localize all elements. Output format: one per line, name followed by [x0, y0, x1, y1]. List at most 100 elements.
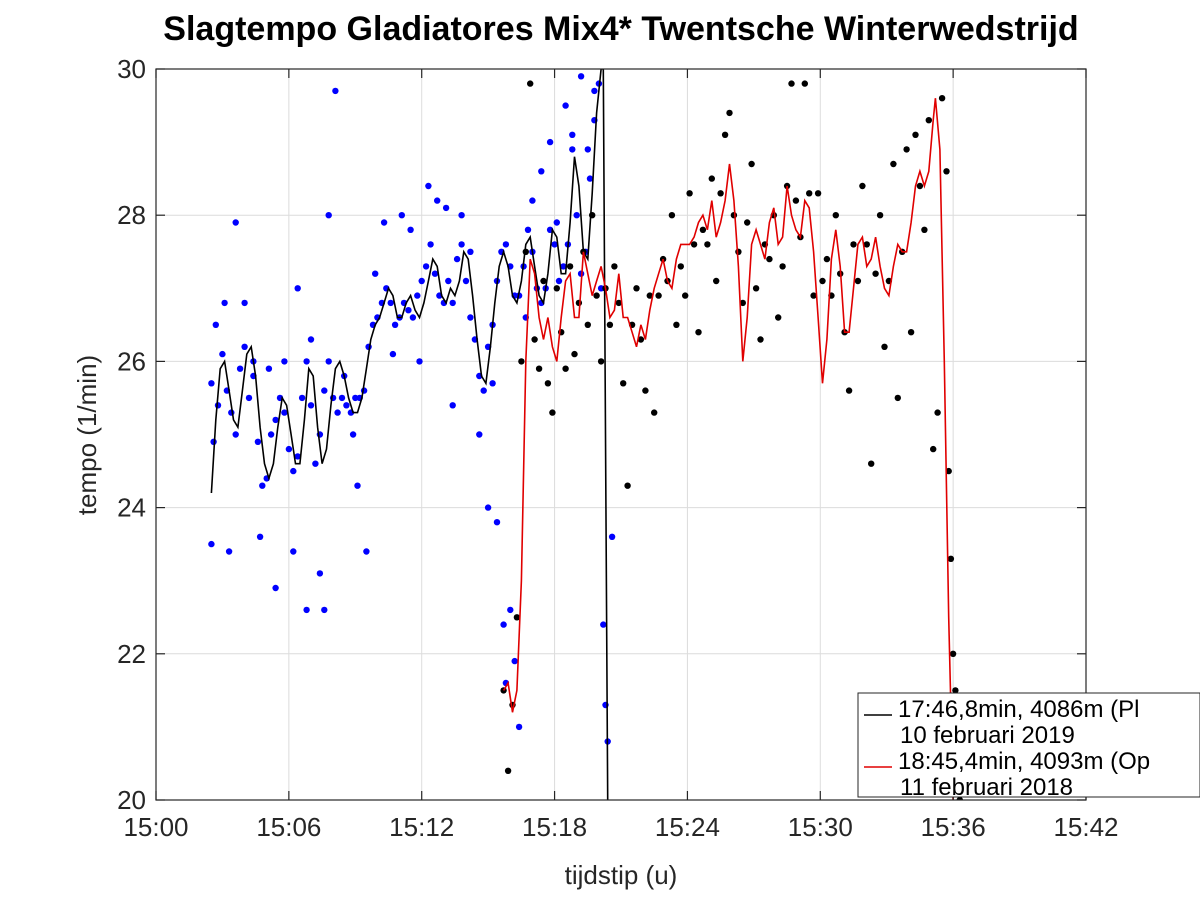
series-2-point-79 — [850, 241, 857, 248]
series-1-point-116 — [398, 212, 405, 219]
series-1-point-128 — [493, 519, 501, 526]
series-1-point-24 — [312, 460, 319, 467]
series-1-point-79 — [555, 277, 563, 285]
series-1-point-33 — [352, 394, 359, 402]
series-2-point-71 — [814, 190, 822, 197]
series-2-point-46 — [704, 241, 711, 248]
series-2-point-60 — [766, 255, 773, 263]
series-2-point-58 — [757, 336, 764, 343]
series-2-point-38 — [668, 212, 676, 219]
series-1-point-106 — [321, 606, 328, 614]
series-1-point-144 — [600, 621, 607, 628]
series-1-point-140 — [569, 131, 576, 138]
x-tick-label-0: 15:00 — [123, 812, 188, 842]
series-2-point-9 — [540, 277, 547, 285]
series-1-point-31 — [343, 402, 350, 409]
series-1-point-133 — [515, 723, 523, 731]
series-2-point-70 — [810, 292, 817, 299]
series-2-point-55 — [744, 219, 751, 226]
x-tick-label-1: 15:06 — [256, 812, 321, 842]
series-1-point-122 — [449, 402, 456, 409]
series-2-point-75 — [832, 212, 839, 219]
series-2-point-62 — [775, 314, 782, 321]
series-1-point-131 — [507, 606, 514, 614]
series-1-point-17 — [281, 409, 288, 416]
series-2-point-66 — [792, 197, 800, 204]
series-1-point-113 — [372, 270, 379, 277]
legend-label-2: 18:45,4min, 4093m (Op — [898, 748, 1150, 775]
y-tick-label-4: 28 — [117, 200, 146, 230]
series-1-point-19 — [290, 467, 297, 475]
series-2-point-68 — [801, 80, 808, 87]
series-1-point-138 — [553, 219, 560, 226]
series-2-point-33 — [646, 292, 653, 299]
series-2-point-27 — [620, 380, 627, 387]
series-2-point-96 — [925, 117, 932, 124]
series-1-point-21 — [298, 394, 306, 402]
series-1-point-59 — [467, 314, 474, 321]
series-2-point-85 — [876, 212, 884, 219]
series-1-point-72 — [524, 226, 532, 233]
series-1-point-54 — [445, 277, 452, 285]
x-tick-label-4: 15:24 — [655, 812, 720, 842]
series-1-point-48 — [418, 277, 425, 285]
series-2-point-30 — [633, 285, 640, 292]
series-1-point-123 — [458, 212, 465, 219]
series-1-point-9 — [245, 394, 253, 402]
tick-labels: 15:00 15:06 15:12 15:18 15:24 15:30 15:36 15:42… — [117, 54, 1118, 842]
series-2-point-101 — [945, 467, 952, 475]
series-1-point-26 — [321, 387, 328, 394]
series-1-line — [210, 69, 609, 800]
series-1-point-99 — [272, 584, 279, 592]
series-1-point-112 — [363, 548, 370, 555]
series-2-point-52 — [730, 212, 738, 219]
series-2-point-53 — [735, 248, 742, 255]
series-1-point-56 — [453, 255, 461, 263]
series-2-point-102 — [947, 555, 955, 562]
series-2-point-15 — [566, 263, 574, 270]
series-2-point-19 — [584, 321, 591, 328]
series-1-point-117 — [407, 226, 414, 233]
legend-sublabel-2: 11 februari 2018 — [900, 774, 1073, 801]
series-2-point-21 — [593, 292, 600, 299]
series-1-point-89 — [597, 285, 605, 292]
series-1-point-92 — [221, 299, 228, 307]
series-2-point-42 — [686, 190, 693, 197]
series-2-point-22 — [597, 358, 605, 365]
series-2-point-41 — [682, 292, 689, 299]
series-2-point-34 — [651, 409, 658, 416]
series-1-point-67 — [502, 241, 510, 248]
series-layer — [208, 69, 963, 800]
series-2-point-6 — [527, 80, 534, 87]
series-1-point-50 — [427, 241, 434, 248]
series-2-point-51 — [726, 109, 733, 117]
series-2-point-95 — [921, 226, 928, 233]
series-1-point-12 — [259, 482, 266, 489]
series-2-point-35 — [655, 292, 662, 299]
series-2-point-39 — [673, 321, 680, 328]
series-1-point-147 — [608, 533, 616, 540]
series-1-point-129 — [500, 621, 507, 628]
chart-title: Slagtempo Gladiatores Mix4* Twentsche Wi… — [163, 10, 1078, 48]
series-2-point-86 — [881, 343, 888, 350]
series-1-point-114 — [380, 219, 388, 226]
series-2-point-57 — [752, 285, 760, 292]
series-2-point-73 — [823, 255, 831, 263]
series-2-point-3 — [513, 614, 521, 621]
series-1-point-118 — [416, 358, 423, 365]
y-axis-label: tempo (1/min) — [72, 355, 102, 515]
series-2-point-26 — [615, 299, 622, 307]
x-tick-label-3: 15:18 — [522, 812, 587, 842]
plot-area — [156, 69, 1086, 800]
series-1-point-58 — [462, 277, 470, 285]
series-1-point-127 — [489, 380, 496, 387]
series-2-point-99 — [938, 95, 946, 102]
series-2-point-65 — [788, 80, 795, 87]
series-2-point-88 — [890, 160, 897, 168]
x-tick-label-2: 15:12 — [389, 812, 454, 842]
series-2-point-100 — [943, 168, 950, 175]
series-1-point-3 — [219, 350, 226, 358]
x-tick-label-5: 15:30 — [788, 812, 853, 842]
series-1-point-100 — [281, 358, 288, 365]
series-1-point-91 — [212, 321, 219, 328]
